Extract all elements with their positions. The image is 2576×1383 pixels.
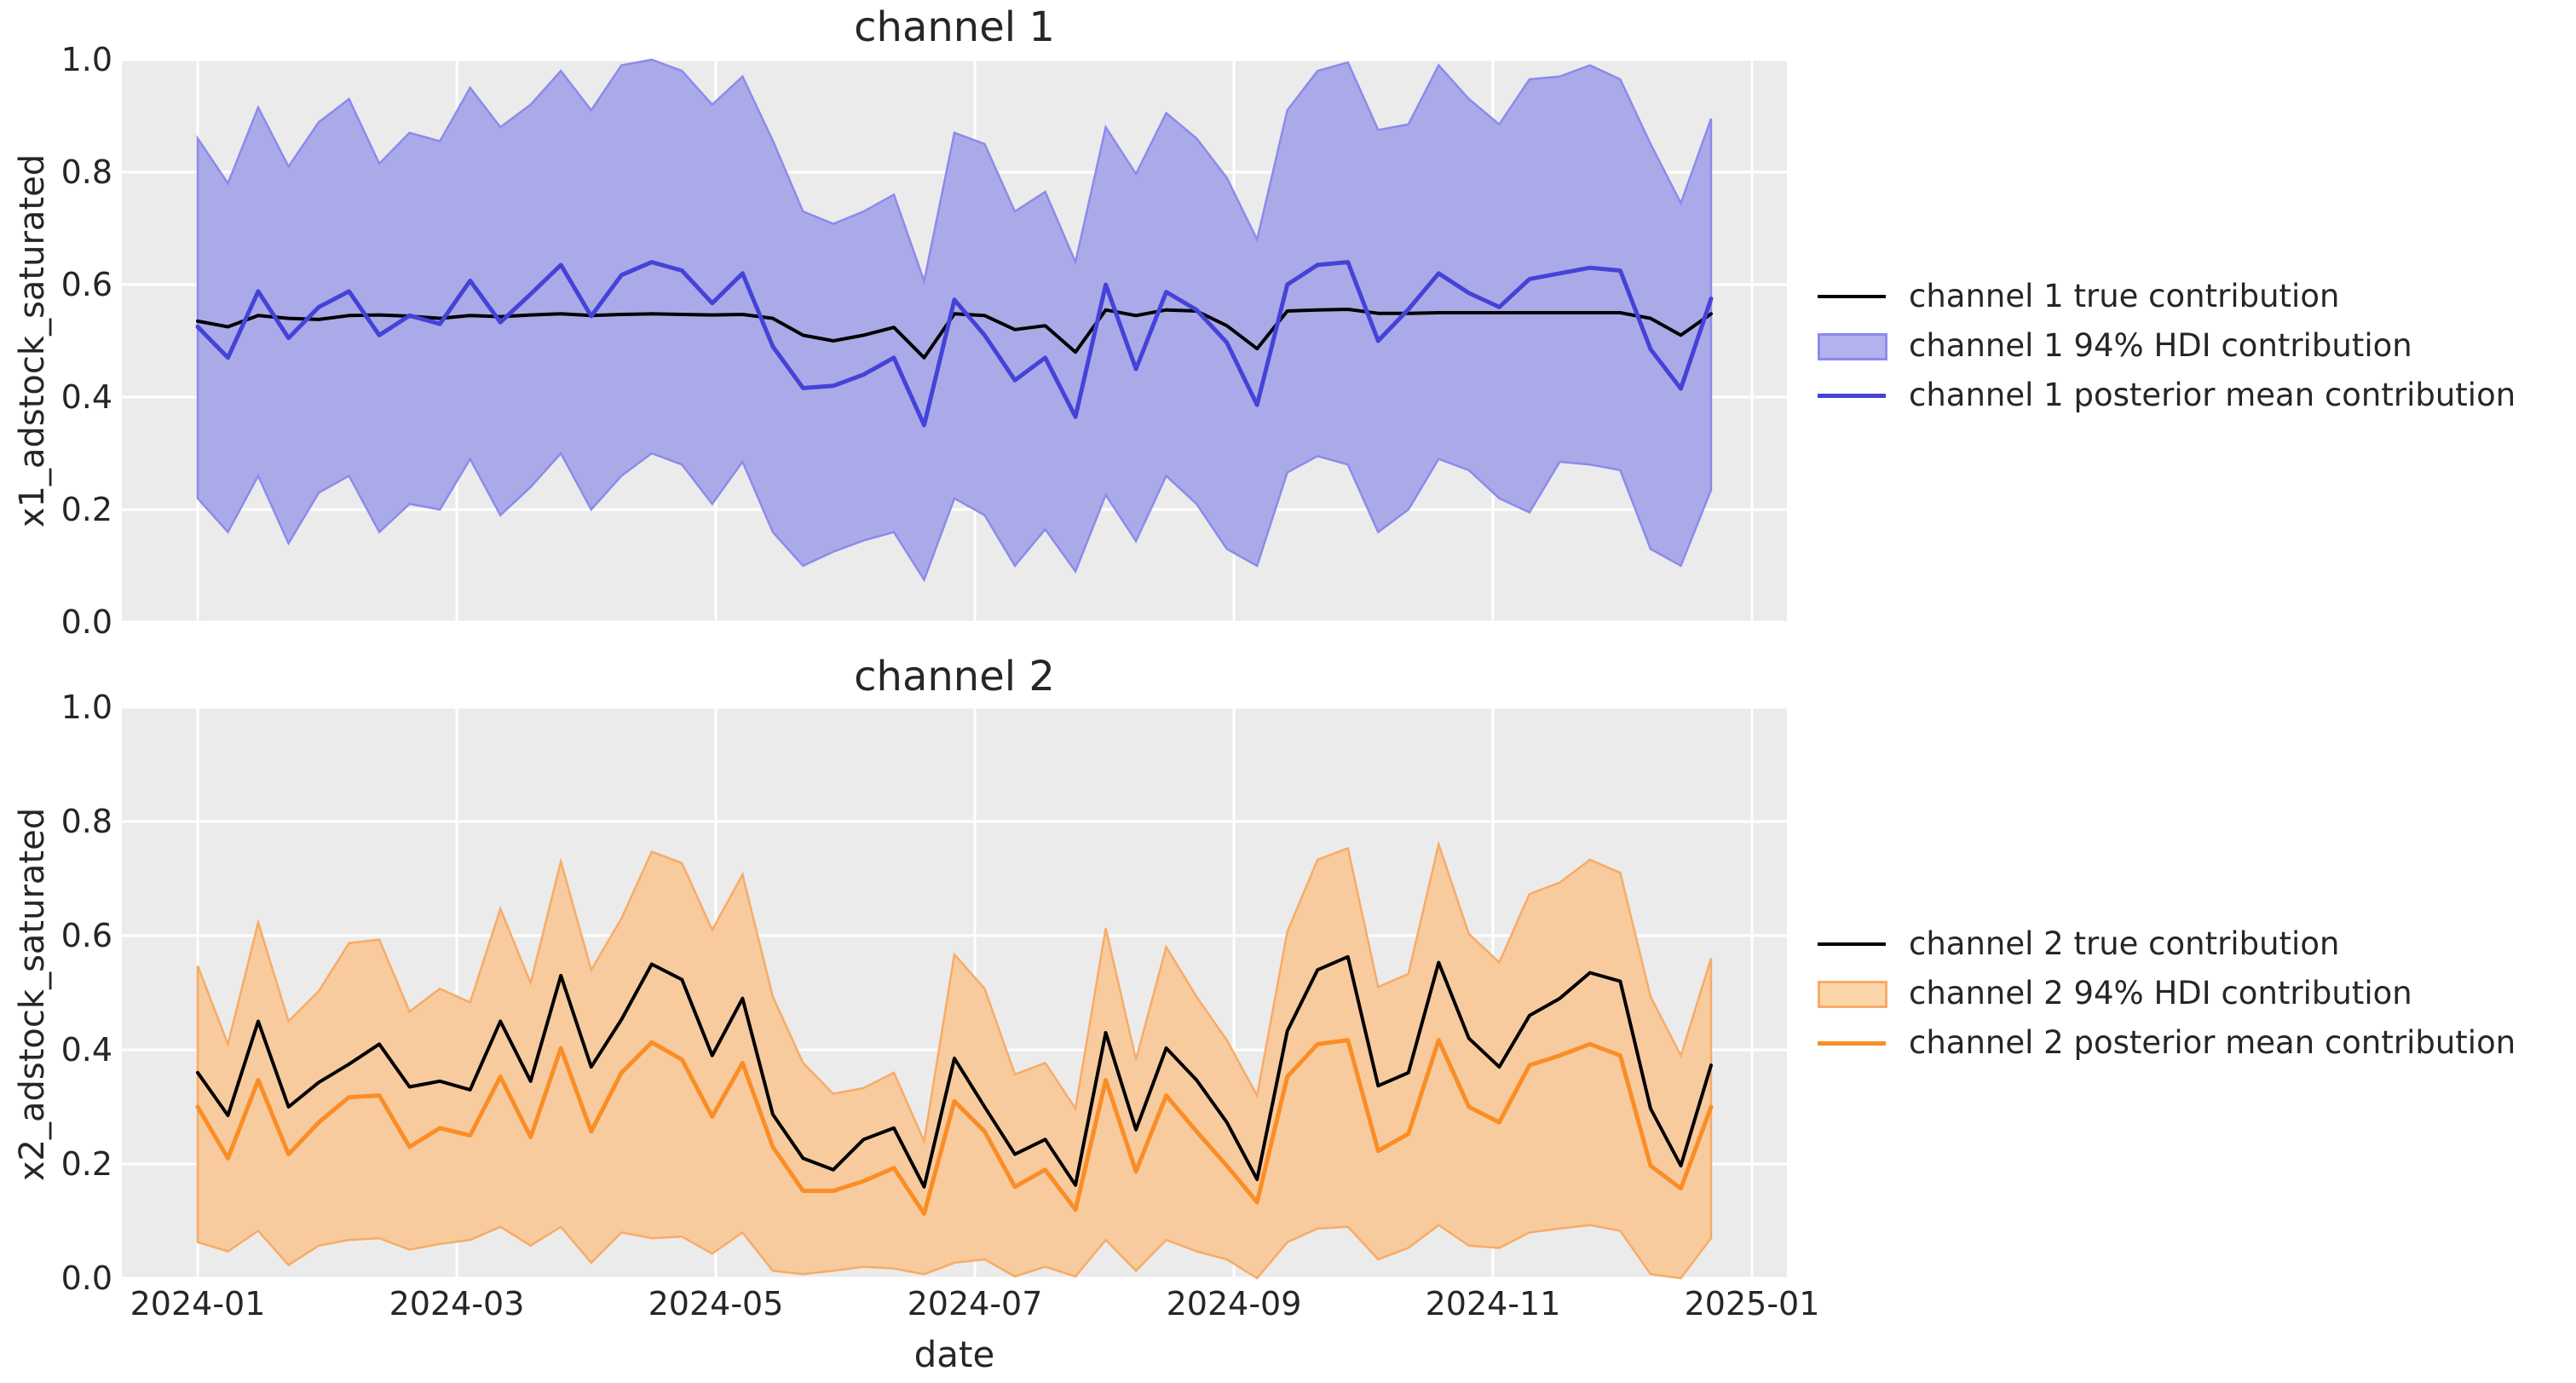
x-axis-label: date [913, 1334, 995, 1375]
posterior-mean-line-2 [195, 1038, 1714, 1216]
y-tick-label: 0.4 [61, 1031, 112, 1069]
y-tick-label: 0.8 [61, 153, 112, 191]
legend-item-label: channel 1 posterior mean contribution [1909, 377, 2516, 413]
legend-item-label: channel 1 true contribution [1909, 278, 2340, 314]
posterior-mean-line-1 [195, 260, 1714, 428]
x-tick-label: 2024-09 [1166, 1285, 1302, 1322]
legend-item-true-1: channel 1 true contribution [1818, 276, 2339, 317]
x-tick-label: 2024-07 [907, 1285, 1043, 1322]
hdi-band-swatch-icon [1818, 326, 1887, 366]
y-tick-label: 0.0 [61, 1259, 112, 1297]
legend-item-label: channel 2 true contribution [1909, 925, 2340, 962]
mean-line-swatch-icon [1818, 1023, 1886, 1063]
y-tick-label: 1.0 [61, 41, 112, 78]
y-tick-label: 0.2 [61, 491, 112, 528]
legend-item-mean-1: channel 1 posterior mean contribution [1818, 375, 2515, 416]
mean-line-swatch-icon [1818, 375, 1886, 416]
true-contribution-line-1 [196, 308, 1713, 360]
x-tick-label: 2025-01 [1684, 1285, 1820, 1322]
x-tick-label: 2024-11 [1425, 1285, 1561, 1322]
legend-item-hdi-1: channel 1 94% HDI contribution [1818, 326, 2412, 366]
x-tick-label: 2024-03 [389, 1285, 525, 1322]
true-line-swatch-icon [1818, 924, 1886, 965]
hdi-band-swatch-icon [1818, 973, 1887, 1014]
legend-item-label: channel 2 posterior mean contribution [1909, 1024, 2516, 1061]
legend-item-label: channel 1 94% HDI contribution [1909, 327, 2412, 364]
y-tick-label: 1.0 [61, 689, 112, 726]
legend-item-hdi-2: channel 2 94% HDI contribution [1818, 973, 2412, 1014]
true-line-swatch-icon [1818, 276, 1886, 317]
x-tick-label: 2024-05 [648, 1285, 784, 1322]
x-tick-label: 2024-01 [130, 1285, 266, 1322]
hdi-band-1 [196, 58, 1713, 583]
true-contribution-line-2 [196, 954, 1713, 1189]
legend-item-label: channel 2 94% HDI contribution [1909, 975, 2412, 1011]
y-axis-label-2: x2_adstock_saturated [13, 807, 52, 1182]
y-tick-label: 0.2 [61, 1145, 112, 1183]
legend-item-true-2: channel 2 true contribution [1818, 924, 2339, 965]
y-axis-label-1: x1_adstock_saturated [13, 153, 52, 528]
legend-item-mean-2: channel 2 posterior mean contribution [1818, 1023, 2515, 1063]
y-tick-label: 0.0 [61, 603, 112, 641]
y-tick-label: 0.4 [61, 378, 112, 416]
subplot1-title: channel 1 [854, 3, 1055, 51]
y-tick-label: 0.6 [61, 917, 112, 954]
y-tick-label: 0.8 [61, 803, 112, 840]
subplot2-title: channel 2 [854, 653, 1055, 700]
y-tick-label: 0.6 [61, 266, 112, 303]
